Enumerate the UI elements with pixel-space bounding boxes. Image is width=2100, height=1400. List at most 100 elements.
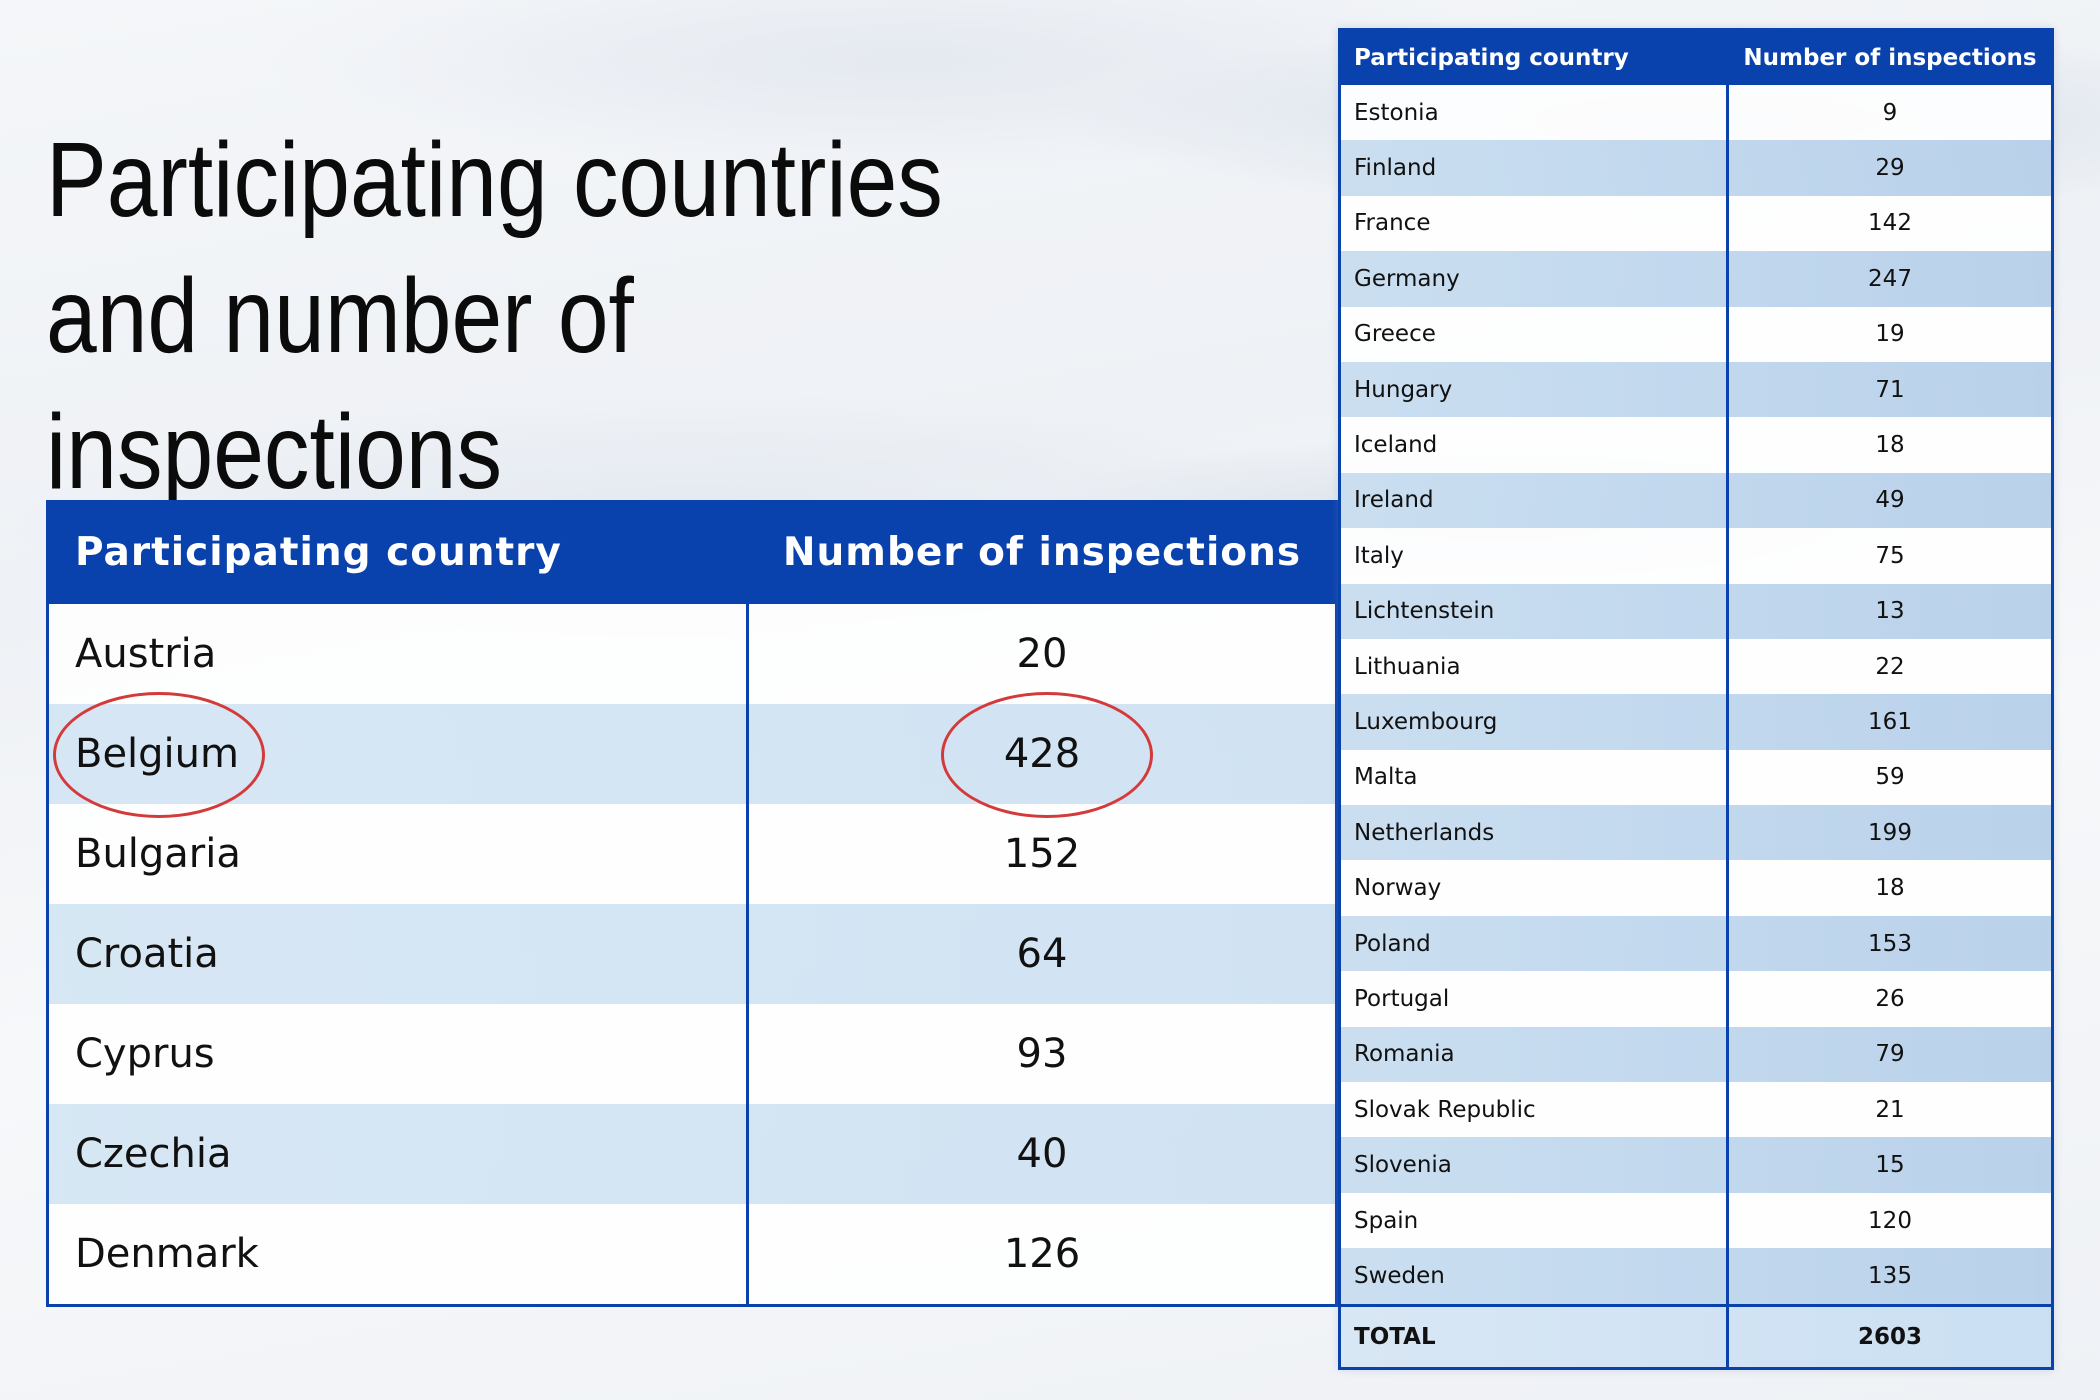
country-cell: Slovak Republic: [1341, 1082, 1729, 1138]
table-body: Estonia 9 Finland 29 France 142 Germany 247 …: [1341, 85, 2051, 1304]
inspections-cell: 93: [1016, 1031, 1068, 1077]
table-row: Lithuania 22: [1341, 638, 2051, 695]
table-row: Lichtenstein 13: [1341, 583, 2051, 639]
table-row-highlighted: Belgium 428: [49, 692, 1335, 818]
inspections-cell: 15: [1875, 1152, 1905, 1179]
country-cell: Croatia: [49, 904, 749, 1004]
table-row: Germany 247: [1341, 251, 2051, 307]
table-row: Austria 20: [49, 604, 1335, 704]
inspections-cell: 21: [1875, 1096, 1905, 1123]
total-label: TOTAL: [1341, 1306, 1729, 1367]
inspections-cell: 18: [1875, 875, 1905, 902]
table-row: Denmark 126: [49, 1204, 1335, 1304]
inspections-cell: 153: [1868, 930, 1912, 957]
table-row: Bulgaria 152: [49, 804, 1335, 904]
inspections-cell: 49: [1875, 487, 1905, 514]
country-cell: Germany: [1341, 251, 1729, 307]
country-cell: Hungary: [1341, 361, 1729, 418]
inspections-cell: 142: [1868, 210, 1912, 237]
country-cell: Spain: [1341, 1192, 1729, 1249]
table-row: Slovenia 15: [1341, 1137, 2051, 1193]
inspections-cell: 199: [1868, 819, 1912, 846]
table-row: Hungary 71: [1341, 361, 2051, 418]
table-row: Cyprus 93: [49, 1004, 1335, 1104]
page-title: Participating countries and number of in…: [46, 121, 943, 511]
inspections-cell: 22: [1875, 653, 1905, 680]
country-cell: Iceland: [1341, 417, 1729, 473]
country-cell: Slovenia: [1341, 1137, 1729, 1193]
table-row: Greece 19: [1341, 306, 2051, 362]
country-cell: Greece: [1341, 306, 1729, 362]
inspections-value: 428: [1003, 731, 1081, 777]
table-row: Estonia 9: [1341, 85, 2051, 141]
countries-table-right: Participating country Number of inspecti…: [1338, 28, 2054, 1370]
country-cell: Sweden: [1341, 1248, 1729, 1304]
table-row: Luxembourg 161: [1341, 694, 2051, 750]
country-cell: Ireland: [1341, 472, 1729, 529]
country-cell: France: [1341, 195, 1729, 252]
country-cell: Denmark: [49, 1204, 749, 1304]
country-cell: Czechia: [49, 1104, 749, 1204]
country-cell: Estonia: [1341, 85, 1729, 141]
country-cell: Romania: [1341, 1026, 1729, 1083]
country-label: Belgium: [75, 731, 239, 777]
country-cell: Finland: [1341, 140, 1729, 196]
table-body: Austria 20 Belgium 428 Bulgaria 152 Croa…: [49, 604, 1335, 1304]
country-cell: Norway: [1341, 860, 1729, 916]
table-row: Italy 75: [1341, 528, 2051, 584]
inspections-cell: 247: [1868, 265, 1912, 292]
column-header-country: Participating country: [75, 529, 562, 575]
table-total-row: TOTAL 2603: [1341, 1303, 2051, 1367]
country-cell: Poland: [1341, 915, 1729, 972]
inspections-cell: 40: [1016, 1131, 1068, 1177]
inspections-cell: 161: [1868, 708, 1912, 735]
column-header-inspections: Number of inspections: [782, 529, 1302, 575]
table-row: Slovak Republic 21: [1341, 1082, 2051, 1138]
table-row: France 142: [1341, 195, 2051, 252]
inspections-cell: 18: [1875, 432, 1905, 459]
inspections-cell: 9: [1882, 99, 1898, 126]
table-row: Malta 59: [1341, 749, 2051, 806]
inspections-cell: 79: [1875, 1041, 1905, 1068]
table-row: Croatia 64: [49, 904, 1335, 1004]
country-cell: Netherlands: [1341, 805, 1729, 861]
inspections-cell: 71: [1875, 376, 1905, 403]
country-cell: Belgium: [49, 692, 749, 818]
inspections-cell: 75: [1875, 542, 1905, 569]
inspections-cell: 19: [1875, 321, 1905, 348]
country-cell: Bulgaria: [49, 804, 749, 904]
country-cell: Portugal: [1341, 971, 1729, 1027]
country-cell: Luxembourg: [1341, 694, 1729, 750]
table-row: Finland 29: [1341, 140, 2051, 196]
country-cell: Austria: [49, 604, 749, 704]
inspections-cell: 13: [1875, 598, 1905, 625]
inspections-cell: 29: [1875, 155, 1905, 182]
table-row: Czechia 40: [49, 1104, 1335, 1204]
table-row: Portugal 26: [1341, 971, 2051, 1027]
table-row: Ireland 49: [1341, 472, 2051, 529]
table-row: Iceland 18: [1341, 417, 2051, 473]
table-row: Spain 120: [1341, 1192, 2051, 1249]
inspections-cell: 126: [1003, 1231, 1081, 1277]
inspections-cell: 26: [1875, 985, 1905, 1012]
total-value: 2603: [1857, 1323, 1922, 1350]
table-row: Norway 18: [1341, 860, 2051, 916]
table-row: Poland 153: [1341, 915, 2051, 972]
countries-table-left: Participating country Number of inspecti…: [46, 500, 1338, 1307]
country-cell: Cyprus: [49, 1004, 749, 1104]
inspections-cell: 428: [749, 692, 1335, 818]
column-header-country: Participating country: [1354, 45, 1629, 71]
country-cell: Lithuania: [1341, 638, 1729, 695]
inspections-cell: 135: [1868, 1262, 1912, 1289]
country-cell: Lichtenstein: [1341, 583, 1729, 639]
country-cell: Italy: [1341, 528, 1729, 584]
inspections-cell: 59: [1875, 764, 1905, 791]
table-row: Romania 79: [1341, 1026, 2051, 1083]
inspections-cell: 120: [1868, 1207, 1912, 1234]
inspections-cell: 152: [1003, 831, 1081, 877]
table-header: Participating country Number of inspecti…: [49, 500, 1335, 604]
table-row: Netherlands 199: [1341, 805, 2051, 861]
column-header-inspections: Number of inspections: [1743, 45, 2037, 71]
country-cell: Malta: [1341, 749, 1729, 806]
inspections-cell: 20: [1016, 631, 1068, 677]
